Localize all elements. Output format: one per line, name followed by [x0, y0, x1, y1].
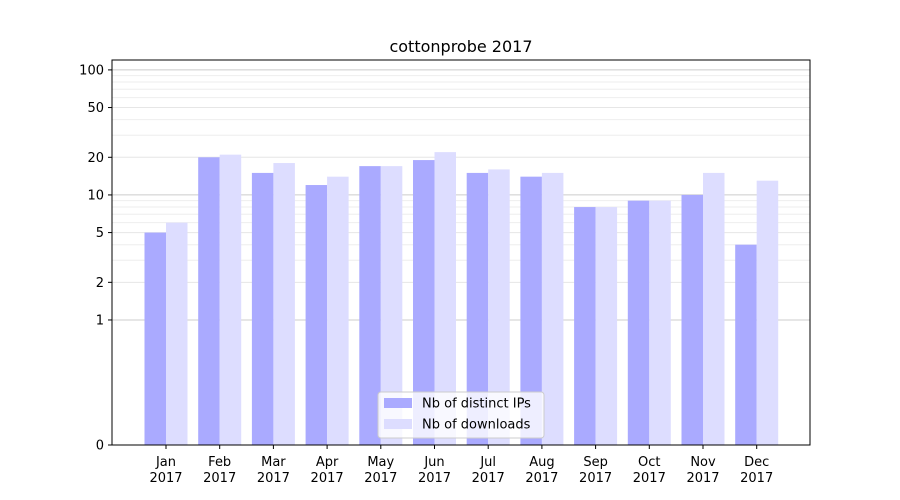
- x-tick-label-month: Sep: [583, 455, 608, 470]
- x-tick-label-year: 2017: [364, 471, 397, 486]
- x-tick-label-month: Jun: [423, 455, 444, 470]
- x-tick-label-year: 2017: [686, 471, 719, 486]
- y-tick-label: 100: [79, 63, 104, 78]
- x-tick-label-year: 2017: [149, 471, 182, 486]
- bar-downloads-0: [166, 222, 188, 445]
- chart-title: cottonprobe 2017: [389, 37, 532, 56]
- legend-swatch: [384, 398, 412, 408]
- bar-downloads-10: [703, 172, 725, 446]
- legend-label: Nb of distinct IPs: [422, 397, 531, 412]
- y-axis: 0 1 2 5 10 20 50 100: [79, 63, 112, 454]
- x-tick-label-month: Nov: [690, 455, 716, 470]
- legend-box: [377, 391, 545, 439]
- x-tick-label-month: Dec: [744, 455, 769, 470]
- bar-distinct-ips-10: [681, 194, 703, 445]
- y-tick-label: 1: [96, 313, 104, 328]
- x-tick-label-month: Apr: [316, 455, 339, 470]
- x-tick-label-month: Oct: [638, 455, 660, 470]
- legend: Nb of distinct IPs Nb of downloads: [377, 391, 545, 439]
- x-tick-label-month: Aug: [529, 455, 554, 470]
- bar-downloads-2: [273, 163, 295, 445]
- x-tick-label-year: 2017: [740, 471, 773, 486]
- x-tick-label-month: Feb: [208, 455, 231, 470]
- bar-distinct-ips-4: [359, 166, 381, 445]
- bar-distinct-ips-11: [735, 244, 757, 445]
- bar-distinct-ips-0: [144, 232, 166, 445]
- x-axis: Jan2017Feb2017Mar2017Apr2017May2017Jun20…: [149, 445, 773, 486]
- legend-swatch: [384, 419, 412, 429]
- bar-distinct-ips-8: [574, 207, 596, 445]
- bar-downloads-6: [488, 169, 510, 445]
- x-tick-label-year: 2017: [525, 471, 558, 486]
- x-tick-label-year: 2017: [579, 471, 612, 486]
- bars: [144, 152, 779, 446]
- y-tick-label: 50: [87, 101, 104, 116]
- x-tick-label-month: May: [367, 455, 394, 470]
- x-tick-label-year: 2017: [311, 471, 344, 486]
- y-tick-label: 0: [96, 439, 104, 454]
- bar-distinct-ips-7: [520, 176, 542, 445]
- x-tick-label-year: 2017: [633, 471, 666, 486]
- y-tick-label: 5: [96, 226, 104, 241]
- x-tick-label-year: 2017: [472, 471, 505, 486]
- y-tick-label: 10: [87, 188, 104, 203]
- bar-distinct-ips-9: [627, 200, 650, 445]
- bar-downloads-3: [327, 176, 349, 445]
- bar-downloads-7: [541, 172, 564, 446]
- plot-frame: [111, 59, 811, 446]
- y-tick-label: 20: [87, 151, 104, 166]
- x-tick-label-year: 2017: [257, 471, 290, 486]
- bar-downloads-9: [649, 200, 671, 445]
- bar-distinct-ips-2: [251, 172, 274, 446]
- x-tick-label-year: 2017: [203, 471, 236, 486]
- bar-downloads-8: [595, 207, 618, 445]
- legend-label: Nb of downloads: [422, 418, 531, 433]
- bar-downloads-4: [380, 166, 403, 445]
- x-tick-label-month: Mar: [261, 455, 286, 470]
- x-tick-label-month: Jul: [479, 455, 496, 470]
- x-tick-label-month: Jan: [155, 455, 176, 470]
- bar-distinct-ips-6: [466, 172, 489, 446]
- bar-downloads-5: [434, 152, 456, 445]
- bar-distinct-ips-1: [198, 157, 220, 446]
- bar-downloads-1: [219, 154, 242, 445]
- y-tick-label: 2: [96, 276, 104, 291]
- bar-distinct-ips-5: [413, 160, 435, 445]
- x-tick-label-year: 2017: [418, 471, 451, 486]
- bar-distinct-ips-3: [305, 185, 328, 445]
- bar-downloads-11: [756, 180, 779, 445]
